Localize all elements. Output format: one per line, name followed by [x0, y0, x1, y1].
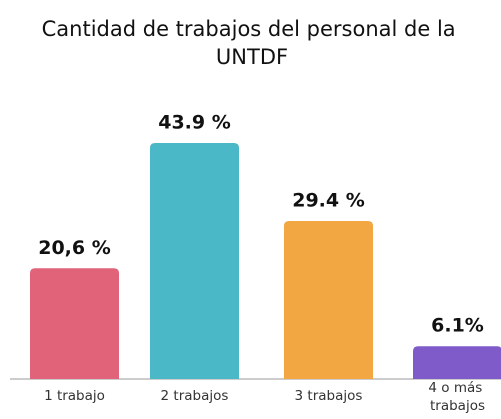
bar — [284, 220, 373, 379]
x-tick-label: 2 trabajos — [161, 388, 229, 404]
value-label: 43.9 % — [158, 112, 231, 134]
x-tick-label: 3 trabajos — [295, 388, 363, 404]
x-tick-label: 4 o más trabajos — [428, 380, 486, 414]
value-label: 6.1% — [431, 315, 484, 337]
value-label: 20,6 % — [38, 237, 111, 259]
bar — [413, 346, 501, 379]
x-tick-label: 1 trabajo — [44, 388, 105, 404]
value-label: 29.4 % — [292, 189, 365, 211]
bar — [30, 268, 119, 379]
chart-title: Cantidad de trabajos del personal de la … — [42, 17, 463, 69]
bar — [150, 143, 239, 379]
